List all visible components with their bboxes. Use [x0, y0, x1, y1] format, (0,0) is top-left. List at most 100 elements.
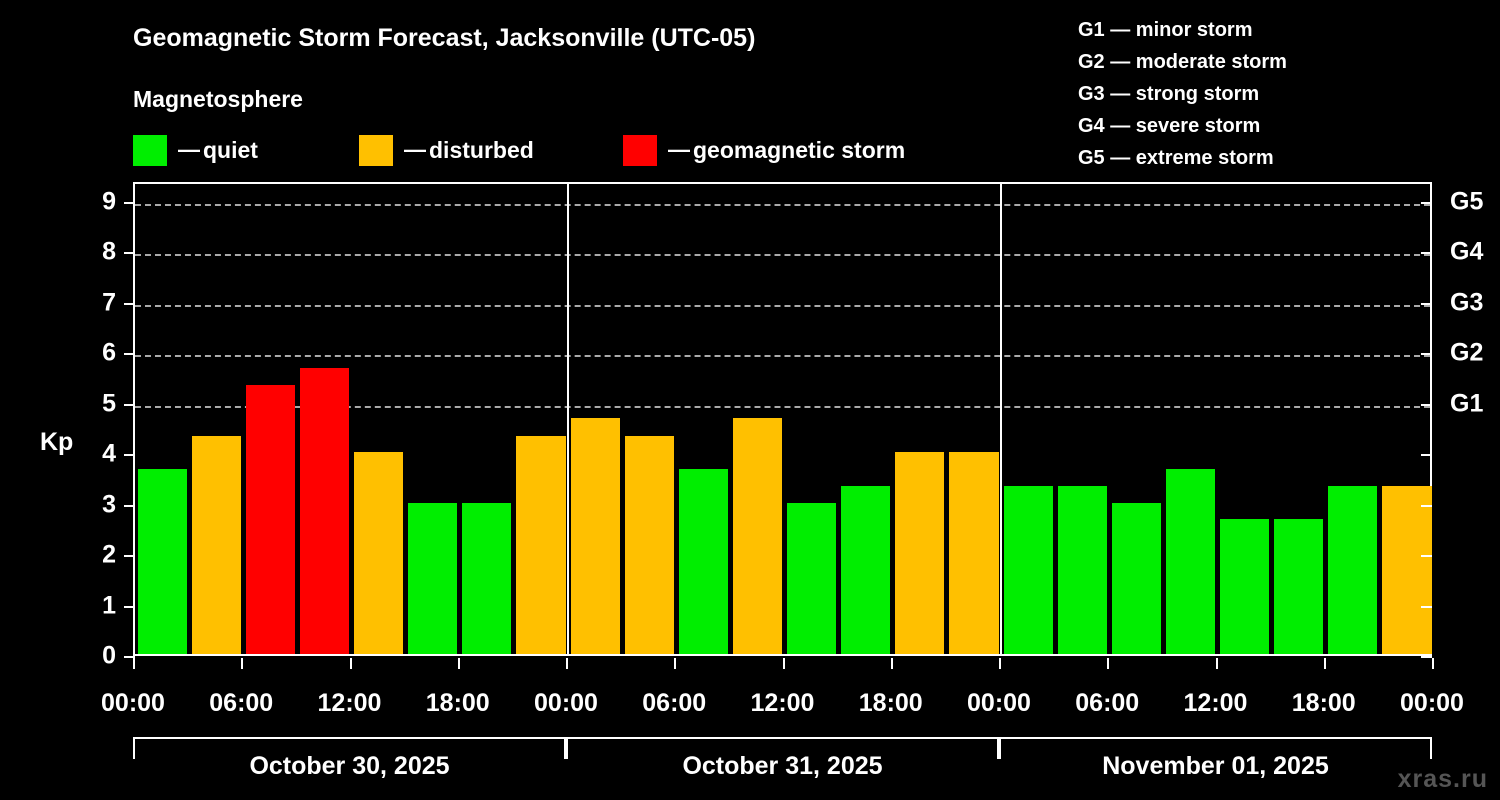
y-tick-mark — [124, 454, 135, 457]
x-tick-mark — [674, 658, 677, 669]
bar-kp-14[interactable] — [895, 452, 945, 654]
bar-kp-9[interactable] — [624, 435, 674, 654]
y-tick-label-7: 7 — [102, 288, 116, 317]
legend-dash: — — [668, 137, 690, 162]
day-separator — [567, 184, 569, 654]
legend-item-quiet: — quiet — [133, 133, 258, 167]
bar-kp-20[interactable] — [1220, 519, 1270, 654]
g-scale-row-2: G2 — moderate storm — [1078, 51, 1287, 73]
x-tick-mark — [782, 658, 785, 669]
bar-series — [135, 184, 1432, 654]
legend-item-geomagnetic-storm: — geomagnetic storm — [623, 133, 905, 167]
bar-kp-16[interactable] — [1003, 486, 1053, 654]
g-minor-tick-mark — [1421, 605, 1432, 608]
day-bracket-2 — [566, 737, 999, 759]
y-tick-label-9: 9 — [102, 187, 116, 216]
g-minor-tick-mark — [1421, 555, 1432, 558]
bar-kp-6[interactable] — [462, 502, 512, 654]
x-tick-label: 06:00 — [1075, 689, 1140, 717]
x-tick-label: 18:00 — [1291, 689, 1356, 717]
x-tick-mark — [1215, 658, 1218, 669]
y-tick-label-1: 1 — [102, 591, 116, 620]
g-scale-list: G1 — minor storm G2 — moderate storm G3 — … — [1078, 14, 1287, 174]
g-tick-mark — [1421, 403, 1432, 406]
day-separator — [1000, 184, 1002, 654]
magnetosphere-label: Magnetosphere — [133, 86, 303, 112]
g-tick-label-G5: G5 — [1450, 187, 1484, 216]
bar-kp-13[interactable] — [841, 486, 891, 654]
x-tick-label: 00:00 — [967, 689, 1031, 717]
bar-kp-12[interactable] — [787, 502, 837, 654]
bar-kp-22[interactable] — [1328, 486, 1378, 654]
x-tick-mark — [1107, 658, 1110, 669]
g-tick-mark — [1421, 202, 1432, 204]
legend-dash: — — [404, 137, 426, 162]
bar-kp-23[interactable] — [1382, 486, 1432, 654]
y-tick-label-0: 0 — [102, 641, 116, 670]
gridline-kp-6 — [135, 355, 1430, 358]
y-tick-mark — [124, 353, 135, 356]
x-tick-mark — [890, 658, 893, 669]
g-tick-mark — [1421, 353, 1432, 356]
legend-swatch-icon — [359, 134, 393, 166]
y-tick-label-4: 4 — [102, 439, 116, 468]
legend-item-disturbed: — disturbed — [359, 133, 534, 167]
bar-kp-7[interactable] — [516, 435, 566, 654]
bar-kp-15[interactable] — [949, 452, 999, 654]
y-tick-label-5: 5 — [102, 389, 116, 418]
bar-kp-1[interactable] — [191, 435, 241, 654]
bar-kp-3[interactable] — [299, 367, 349, 654]
x-tick-label: 00:00 — [534, 689, 598, 717]
legend-swatch-icon — [623, 134, 657, 166]
bar-kp-8[interactable] — [570, 418, 620, 654]
x-tick-mark — [1323, 658, 1326, 669]
bar-kp-19[interactable] — [1165, 468, 1215, 654]
y-tick-mark — [124, 202, 135, 204]
y-tick-mark — [124, 403, 135, 406]
x-tick-mark — [133, 658, 135, 669]
x-tick-label: 18:00 — [425, 689, 490, 717]
day-bracket-1 — [133, 737, 566, 759]
y-axis-title: Kp — [40, 428, 74, 456]
bar-kp-5[interactable] — [408, 502, 458, 654]
bar-kp-10[interactable] — [678, 468, 728, 654]
g-minor-tick-mark — [1421, 656, 1432, 658]
y-tick-mark — [124, 504, 135, 507]
y-tick-mark — [124, 555, 135, 558]
x-tick-label: 06:00 — [642, 689, 707, 717]
day-label-3: November 01, 2025 — [1102, 752, 1329, 780]
x-tick-label: 12:00 — [317, 689, 382, 717]
g-tick-label-G3: G3 — [1450, 288, 1484, 317]
x-tick-mark — [349, 658, 352, 669]
gridline-kp-5 — [135, 405, 1430, 408]
y-tick-label-2: 2 — [102, 540, 116, 569]
bar-kp-11[interactable] — [732, 418, 782, 654]
bar-kp-2[interactable] — [245, 385, 295, 654]
gridline-kp-8 — [135, 254, 1430, 257]
bar-kp-21[interactable] — [1274, 519, 1324, 654]
bar-kp-4[interactable] — [354, 452, 404, 654]
g-minor-tick-mark — [1421, 504, 1432, 507]
g-scale-row-3: G3 — strong storm — [1078, 83, 1260, 105]
y-tick-mark — [124, 656, 135, 658]
x-tick-label: 18:00 — [858, 689, 923, 717]
y-tick-mark — [124, 302, 135, 305]
x-tick-label: 00:00 — [1400, 689, 1464, 717]
bar-kp-18[interactable] — [1111, 502, 1161, 654]
day-label-2: October 31, 2025 — [682, 752, 883, 780]
legend-label: disturbed — [429, 136, 534, 163]
y-tick-mark — [124, 252, 135, 255]
plot-area — [133, 182, 1432, 656]
bar-kp-17[interactable] — [1057, 486, 1107, 654]
gridline-kp-9 — [135, 204, 1430, 206]
bar-kp-0[interactable] — [137, 468, 187, 654]
g-tick-label-G4: G4 — [1450, 237, 1484, 266]
g-scale-row-4: G4 — severe storm — [1078, 115, 1261, 137]
x-tick-mark — [566, 658, 568, 669]
gridline-kp-7 — [135, 304, 1430, 307]
x-tick-mark — [457, 658, 460, 669]
x-tick-label: 00:00 — [101, 689, 165, 717]
g-tick-label-G2: G2 — [1450, 338, 1484, 367]
x-tick-mark — [241, 658, 244, 669]
y-tick-label-6: 6 — [102, 338, 116, 367]
